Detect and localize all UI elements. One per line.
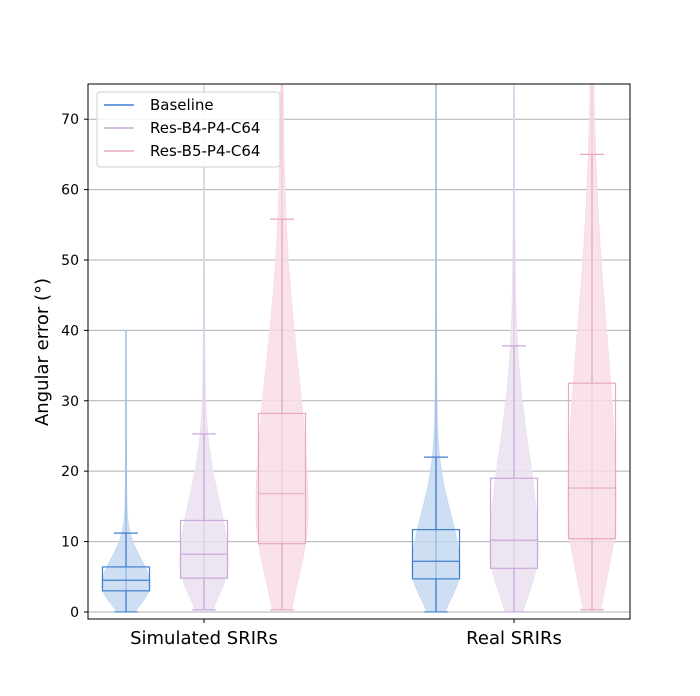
box-iqr xyxy=(257,412,307,545)
legend-box xyxy=(96,91,281,168)
legend-label: Baseline xyxy=(150,96,214,114)
y-tick-label: 60 xyxy=(61,183,79,199)
y-tick-label: 40 xyxy=(61,323,79,339)
legend-label: Res-B4-P4-C64 xyxy=(150,119,260,137)
y-axis: 0 10 20 30 40 50 60 70 xyxy=(61,112,88,621)
legend: Baseline Res-B4-P4-C64 Res-B5-P4-C64 xyxy=(96,91,281,168)
y-tick-label: 50 xyxy=(61,253,79,269)
x-axis: Simulated SRIRs Real SRIRs xyxy=(130,619,562,649)
violin xyxy=(101,329,151,613)
y-tick-label: 70 xyxy=(61,112,79,128)
box-iqr xyxy=(101,566,151,592)
y-tick-label: 20 xyxy=(61,464,79,480)
y-tick-label: 10 xyxy=(61,535,79,551)
box-iqr xyxy=(179,519,229,579)
plot-area-frame xyxy=(87,83,631,620)
legend-label: Res-B5-P4-C64 xyxy=(150,142,260,160)
box-iqr xyxy=(489,477,539,569)
x-tick-label: Simulated SRIRs xyxy=(130,628,278,649)
y-tick-label: 30 xyxy=(61,394,79,410)
y-axis-label: Angular error (°) xyxy=(32,278,53,426)
grid-lines xyxy=(88,118,630,613)
x-tick-label: Real SRIRs xyxy=(466,628,562,649)
y-tick-label: 0 xyxy=(70,605,79,621)
boxplots xyxy=(101,153,617,613)
box-iqr xyxy=(411,528,461,580)
box-iqr xyxy=(567,382,617,540)
